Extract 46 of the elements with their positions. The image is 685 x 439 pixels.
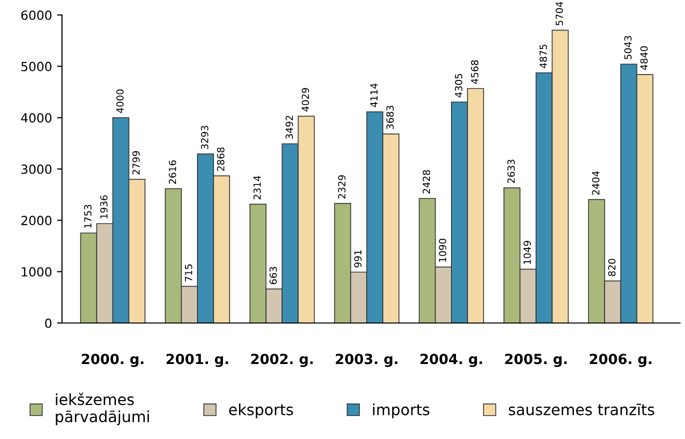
- y-tick-label: 4000: [21, 113, 52, 123]
- data-label: 715: [185, 264, 192, 282]
- y-tick-label: 2000: [21, 216, 52, 226]
- data-label: 2616: [168, 160, 176, 184]
- data-label: 4000: [116, 89, 124, 114]
- data-label: 3683: [386, 106, 394, 130]
- data-label: 5704: [556, 2, 564, 26]
- data-label: 2404: [592, 171, 600, 195]
- legend-label: iekšzemes pārvadājumi: [56, 392, 149, 426]
- data-label: 2633: [507, 160, 515, 183]
- data-label: 4568: [471, 60, 478, 84]
- data-label: 1090: [438, 238, 446, 262]
- data-label: 3492: [286, 116, 293, 139]
- data-label: 4840: [640, 46, 648, 70]
- legend-label: imports: [373, 404, 430, 418]
- x-tick-label: 2003. g.: [336, 354, 398, 367]
- data-label: 2329: [338, 175, 346, 199]
- data-label: 2428: [422, 170, 430, 194]
- data-label: 4029: [302, 88, 310, 112]
- y-tick-label: 6000: [21, 10, 52, 20]
- legend-label: eksports: [229, 404, 293, 418]
- x-tick-label: 2006. g.: [590, 354, 652, 367]
- data-label: 1936: [100, 195, 108, 218]
- data-label: 2799: [132, 151, 140, 174]
- data-label: 820: [608, 258, 616, 276]
- data-label: 1753: [84, 204, 92, 228]
- data-label: 5043: [624, 36, 632, 60]
- data-label: 4875: [540, 44, 547, 68]
- data-label: 2314: [253, 176, 261, 200]
- data-label: 3293: [200, 126, 208, 150]
- data-label: 4114: [370, 83, 378, 108]
- x-tick-label: 2000. g.: [82, 354, 144, 367]
- y-tick-label: 0: [45, 318, 52, 328]
- x-tick-label: 2002. g.: [251, 354, 313, 367]
- x-tick-label: 2001. g.: [166, 354, 228, 367]
- data-label: 4305: [454, 74, 462, 98]
- y-tick-label: 1000: [22, 267, 52, 277]
- x-tick-label: 2004. g.: [420, 354, 482, 367]
- y-tick-label: 3000: [21, 164, 52, 174]
- data-label: 2868: [217, 148, 224, 171]
- data-label: 991: [354, 250, 362, 268]
- legend-label: sauszemes tranzīts: [508, 404, 654, 416]
- data-label: 1049: [524, 240, 531, 264]
- y-tick-label: 5000: [21, 62, 52, 72]
- x-tick-label: 2005. g.: [505, 354, 567, 367]
- data-label: 663: [270, 267, 277, 284]
